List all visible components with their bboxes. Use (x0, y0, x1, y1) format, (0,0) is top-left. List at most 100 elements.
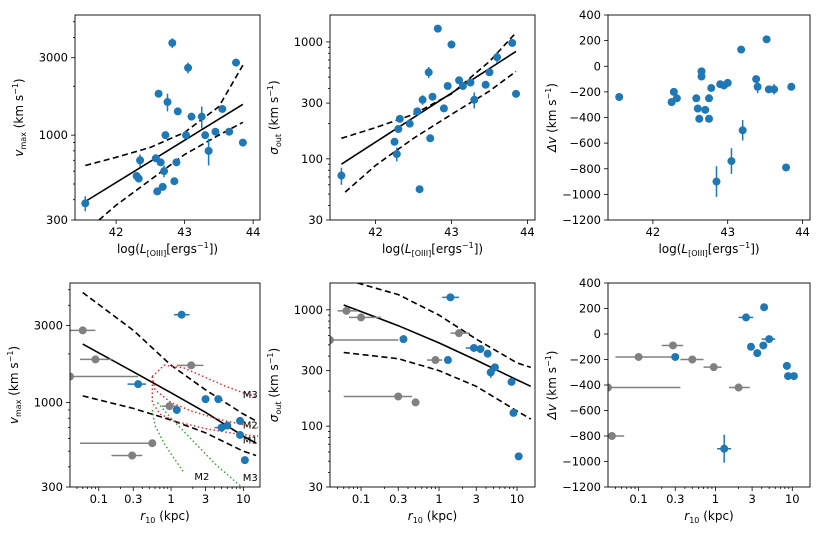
x-label-post: (kpc) (423, 509, 457, 523)
x-label-end: ]) (474, 242, 483, 256)
data-point-8 (446, 293, 455, 302)
data-point-16 (455, 76, 464, 85)
y-tick-label: −200 (569, 85, 601, 99)
confidence-line-1 (82, 291, 257, 422)
y-label-end: ) (7, 346, 21, 351)
data-point-22 (211, 127, 220, 136)
fit-line-0 (82, 343, 257, 444)
y-label-main: Δv (545, 136, 559, 153)
y-tick-label: 300 (46, 213, 68, 227)
y-tick-label: 100 (301, 419, 323, 433)
data-point-24 (770, 85, 779, 94)
data-point-7 (671, 352, 680, 361)
y-axis-label: σout (km s−1) (266, 80, 283, 154)
x-tick-label: 0.3 (124, 492, 142, 506)
data-point-8 (177, 310, 186, 319)
data-point-0 (342, 306, 351, 315)
data-point-2 (134, 174, 143, 183)
data-point-4 (411, 398, 420, 407)
y-tick-label: −200 (569, 353, 601, 367)
x-label-L: r (140, 509, 146, 523)
x-label-sub: 10 (145, 516, 155, 525)
data-point-18 (737, 45, 746, 54)
x-label-sup: −1 (738, 241, 750, 250)
x-tick-label: 10 (510, 492, 525, 506)
data-point-19 (470, 95, 479, 104)
data-point-10 (161, 131, 170, 140)
y-label-main: σ (267, 147, 281, 155)
x-tick-label: 0.1 (352, 492, 370, 506)
data-point-1 (91, 355, 100, 364)
data-point-10 (746, 342, 755, 351)
data-point-23 (218, 104, 227, 113)
data-point-8 (418, 95, 427, 104)
data-point-25 (232, 58, 241, 67)
data-point-12 (168, 38, 177, 47)
x-label-sup: −1 (462, 241, 474, 250)
model-label: M3 (243, 473, 258, 484)
y-tick-label: −1200 (562, 213, 601, 227)
data-point-21 (485, 68, 494, 77)
x-tick-label: 43 (177, 225, 192, 239)
x-axis-label: log(L[OIII][ergs−1]) (382, 241, 483, 258)
y-label-sup: −1 (266, 85, 275, 97)
confidence-line-1 (341, 32, 517, 140)
data-point-20 (481, 80, 490, 89)
data-point-17 (184, 63, 193, 72)
model-label: M1 (243, 436, 258, 447)
y-tick-label: −800 (569, 429, 601, 443)
y-tick-label: 3000 (39, 51, 68, 65)
y-tick-label: 400 (579, 8, 601, 22)
y-label-sup: −1 (544, 88, 553, 100)
y-tick-label: 100 (301, 152, 323, 166)
y-axis-label: Δv (km s−1) (544, 351, 559, 421)
data-point-18 (466, 78, 475, 87)
y-tick-label: 0 (594, 59, 601, 73)
data-point-0 (337, 171, 346, 180)
axes-frame (74, 14, 261, 221)
data-point-11 (428, 92, 437, 101)
y-tick-label: −600 (569, 136, 601, 150)
y-label-main: v (12, 149, 26, 157)
y-axis-label: σout (km s−1) (266, 348, 283, 422)
y-label-main: v (7, 416, 21, 424)
y-label-sub: max (14, 399, 23, 417)
data-point-14 (172, 158, 181, 167)
fit-line-0 (84, 103, 244, 203)
data-point-10 (469, 343, 478, 352)
y-tick-label: 400 (579, 276, 601, 290)
y-label-end: ) (267, 348, 281, 353)
x-tick-label: 44 (520, 225, 535, 239)
x-label-sub: 10 (413, 516, 423, 525)
y-tick-label: −400 (569, 111, 601, 125)
data-point-14 (490, 363, 499, 372)
axes-frame (69, 282, 261, 488)
x-axis-label: log(L[OIII][ergs−1]) (658, 241, 759, 258)
data-point-12 (759, 341, 768, 350)
panel-b: 42 43 44301003001000log(L[OIII][ergs−1])σo… (266, 14, 536, 258)
y-axis-label: vmax (km s−1) (6, 346, 23, 424)
data-point-17 (514, 452, 523, 461)
data-point-3 (672, 94, 681, 103)
y-label-end: ) (12, 78, 26, 83)
panel-f: 0.1 0.3 1 3 10 −1200 −1000 −800 −600 −400 −200 0 200… (544, 276, 811, 525)
data-point-14 (236, 416, 245, 425)
data-point-6 (187, 361, 196, 370)
data-point-4 (395, 114, 404, 123)
data-point-22 (762, 35, 771, 44)
y-tick-label: −800 (569, 162, 601, 176)
data-point-12 (433, 24, 442, 33)
x-tick-label: 42 (368, 225, 383, 239)
x-axis-label: r10 (kpc) (408, 509, 457, 525)
y-label-end: ) (545, 351, 559, 356)
data-point-7 (134, 380, 143, 389)
y-tick-label: 30 (308, 213, 323, 227)
y-label-unit: (km s (545, 367, 559, 404)
data-point-9 (172, 405, 181, 414)
data-point-17 (458, 81, 467, 90)
y-tick-label: −400 (569, 378, 601, 392)
data-point-10 (705, 114, 713, 123)
y-tick-label: 300 (41, 480, 63, 494)
y-label-end: ) (267, 80, 281, 85)
